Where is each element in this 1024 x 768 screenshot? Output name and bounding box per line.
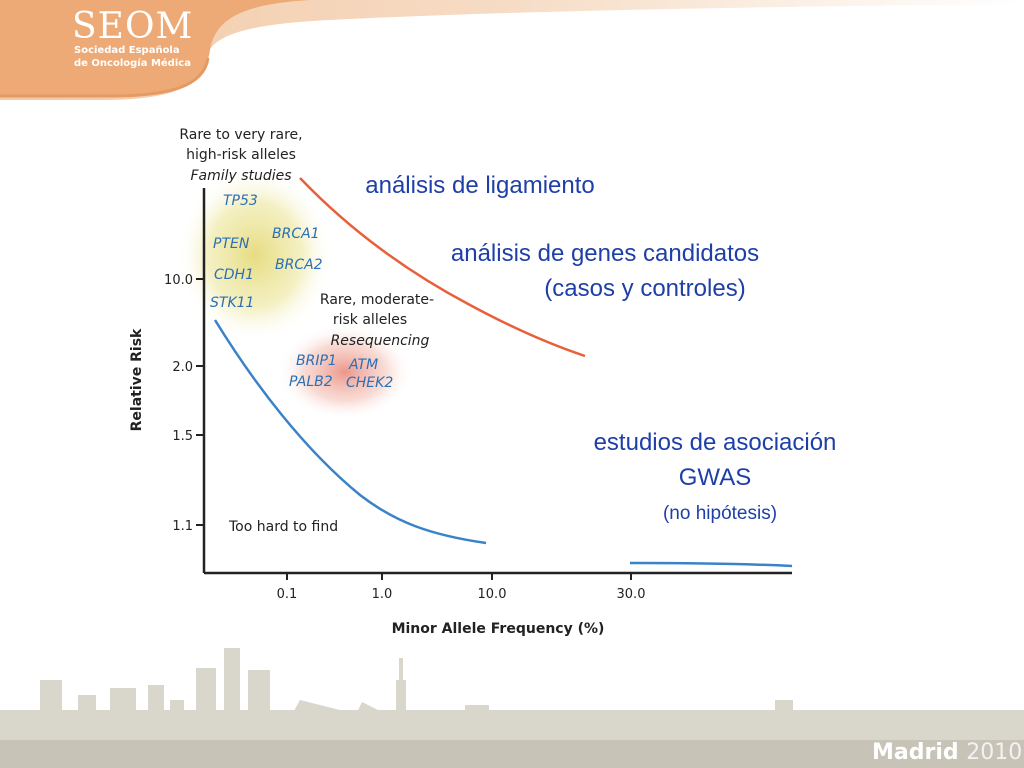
annotation-moderate-line1: Rare, moderate- xyxy=(320,292,434,308)
gene-label: PTEN xyxy=(213,236,250,252)
gene-label: BRCA2 xyxy=(275,257,323,273)
gene-label: CDH1 xyxy=(214,267,254,283)
y-tick-label: 10.0 xyxy=(164,273,193,288)
label-gwas: GWAS xyxy=(678,464,752,491)
label-linkage-analysis: análisis de ligamiento xyxy=(365,172,595,199)
annotation-high-risk-line1: Rare to very rare, xyxy=(179,127,302,143)
logo-title: SEOM xyxy=(72,6,194,47)
y-tick-label: 2.0 xyxy=(172,360,193,375)
gene-label: BRCA1 xyxy=(272,226,320,242)
series-low-risk-curve xyxy=(213,319,487,545)
footer-year: 2010 xyxy=(966,740,1023,765)
gene-label: PALB2 xyxy=(289,374,333,390)
gene-label: CHEK2 xyxy=(346,375,393,391)
annotation-family-studies: Family studies xyxy=(190,168,291,184)
annotation-resequencing: Resequencing xyxy=(331,333,430,349)
gene-label: ATM xyxy=(348,357,378,373)
annotation-high-risk-line2: high-risk alleles xyxy=(186,147,296,163)
y-axis-title: Relative Risk xyxy=(129,328,145,431)
annotation-too-hard: Too hard to find xyxy=(228,519,338,535)
high-risk-glow xyxy=(177,167,333,343)
x-tick-label: 10.0 xyxy=(478,587,507,602)
annotation-moderate-line2: risk alleles xyxy=(333,312,407,328)
y-ticks xyxy=(196,278,204,526)
y-tick-label: 1.5 xyxy=(172,429,193,444)
x-axis-title: Minor Allele Frequency (%) xyxy=(392,621,605,637)
gene-label: STK11 xyxy=(210,295,254,311)
footer-city: Madrid 2010 xyxy=(872,740,1022,765)
gene-label: TP53 xyxy=(223,193,258,209)
gene-label: BRIP1 xyxy=(296,353,337,369)
x-tick-label: 0.1 xyxy=(277,587,298,602)
series-common-variant-curve xyxy=(629,561,793,568)
logo-subtitle-1: Sociedad Española xyxy=(74,45,180,56)
logo-subtitle-2: de Oncología Médica xyxy=(74,58,191,69)
x-tick-label: 1.0 xyxy=(372,587,393,602)
madrid-skyline xyxy=(0,648,1024,768)
series-high-risk-curve xyxy=(299,177,586,358)
label-association-studies: estudios de asociación xyxy=(593,429,837,456)
label-candidate-genes: análisis de genes candidatos xyxy=(450,240,760,267)
x-ticks xyxy=(286,573,632,580)
moderate-risk-glow xyxy=(277,324,413,420)
y-tick-label: 1.1 xyxy=(172,519,193,534)
label-no-hypothesis: (no hipótesis) xyxy=(662,503,778,524)
x-tick-label: 30.0 xyxy=(617,587,646,602)
header-banner xyxy=(0,0,1024,100)
label-cases-controls: (casos y controles) xyxy=(544,275,746,302)
footer-city-name: Madrid xyxy=(872,740,959,765)
